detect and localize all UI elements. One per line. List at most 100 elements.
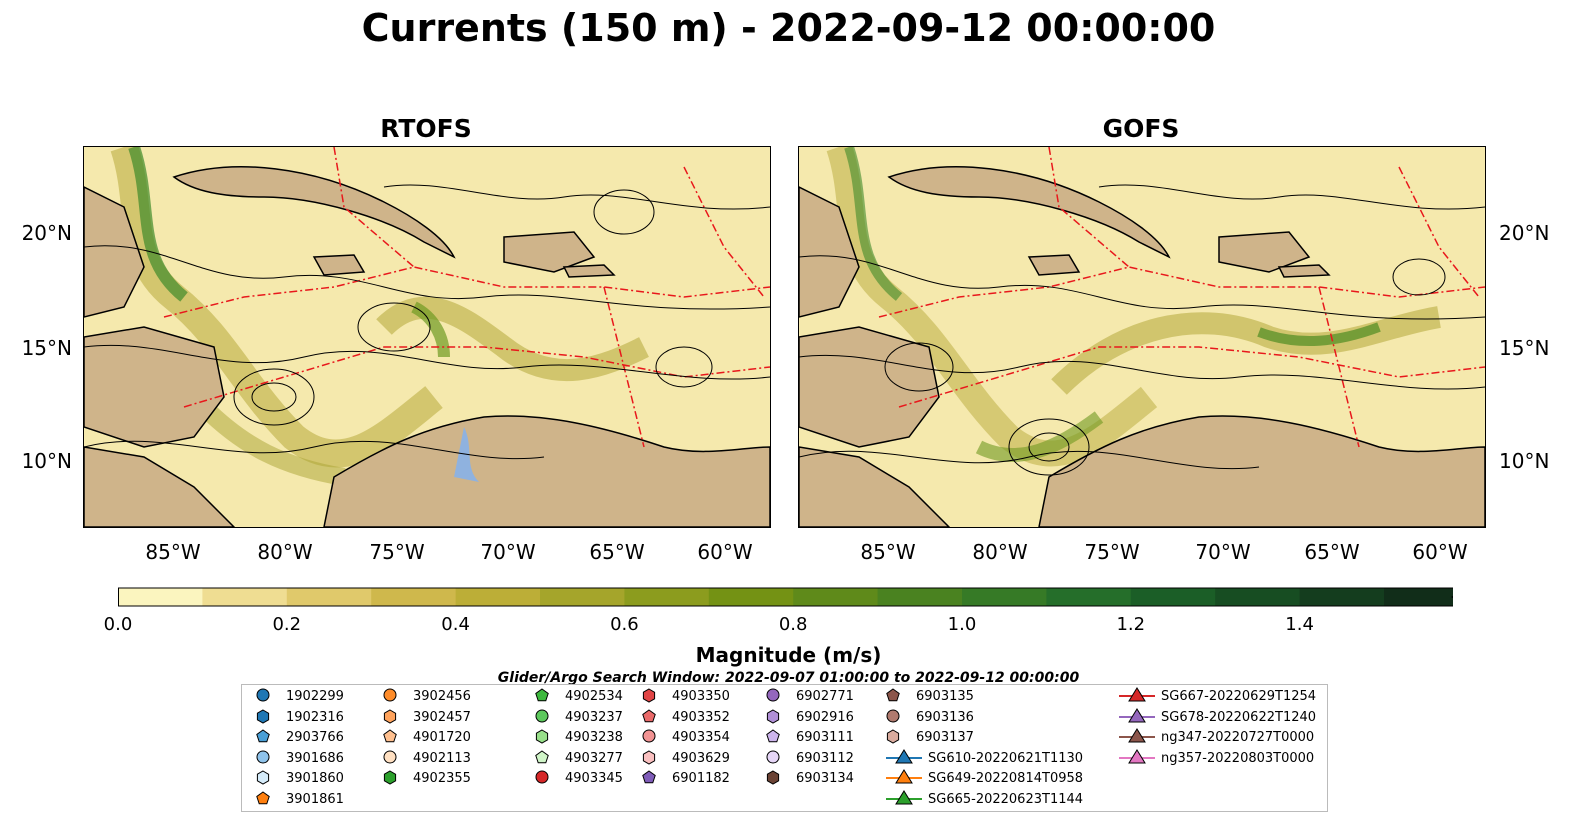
legend-label: 6902916: [796, 709, 854, 725]
map-gofs: [798, 146, 1486, 528]
pentagon-marker-icon: [642, 770, 656, 784]
legend-entry: SG610-20220621T1130: [886, 748, 1096, 766]
legend-label: 3902456: [413, 689, 471, 704]
legend-label: 6903134: [796, 771, 854, 787]
colorbar-tick-label: 0.0: [103, 614, 133, 635]
colorbar-cell: [1215, 588, 1301, 606]
legend-label: SG678-20220622T1240: [1161, 709, 1317, 725]
colorbar-tick-label: 1.2: [1116, 614, 1146, 635]
hexagon-marker-icon: [535, 729, 549, 744]
lon-tick-label: 80°W: [972, 540, 1028, 564]
triangle-marker-icon: [886, 748, 922, 764]
legend-label: 4901720: [413, 730, 471, 746]
legend-entry: SG665-20220623T1144: [886, 790, 1096, 807]
colorbar-cell: [286, 588, 372, 606]
colorbar-cell: [962, 588, 1047, 606]
circle-marker-icon: [256, 750, 270, 764]
hexagon-marker-icon: [642, 688, 656, 703]
hexagon-marker-icon: [766, 709, 780, 724]
legend-entry: 4902534: [535, 688, 745, 704]
pentagon-marker-icon: [642, 708, 656, 722]
pentagon-marker-icon: [256, 791, 270, 805]
colorbar-cell: [1046, 588, 1132, 606]
lon-tick-label: 70°W: [480, 540, 536, 564]
circle-marker-icon: [766, 750, 780, 764]
hexagon-marker-icon: [383, 770, 397, 785]
hexagon-marker-icon: [886, 729, 900, 744]
colorbar-cell: [371, 588, 457, 606]
legend-label: ng357-20220803T0000: [1161, 750, 1315, 766]
lon-tick-label: 80°W: [257, 540, 313, 564]
main-title: Currents (150 m) - 2022-09-12 00:00:00: [361, 6, 1216, 50]
legend-label: 6903111: [796, 730, 854, 746]
colorbar-tick-label: 1.4: [1285, 614, 1314, 635]
legend-label: 2903766: [286, 730, 344, 746]
circle-marker-icon: [766, 688, 780, 702]
colorbar-cell: [624, 588, 710, 606]
legend-entry: 6903112: [766, 750, 976, 766]
triangle-marker-icon: [1119, 728, 1155, 743]
legend-entry: 3901860: [256, 770, 466, 786]
colorbar: [118, 587, 1453, 607]
map-rtofs-canvas: [84, 147, 770, 527]
legend-label: 6903112: [796, 750, 854, 766]
legend-entry: 6903137: [886, 729, 1096, 745]
legend-label: 1902299: [286, 689, 344, 704]
legend-entry: 4903350: [642, 688, 852, 704]
legend-label: 4903629: [672, 750, 730, 766]
circle-marker-icon: [535, 709, 549, 723]
legend-entry: 1902316: [256, 709, 466, 725]
legend-entry: 2903766: [256, 729, 466, 745]
legend-label: SG610-20220621T1130: [928, 750, 1084, 766]
legend-label: 4902113: [413, 750, 471, 766]
pentagon-marker-icon: [535, 750, 549, 764]
legend-label: SG649-20220814T0958: [928, 771, 1084, 787]
legend-entry: 3902457: [383, 709, 593, 725]
circle-marker-icon: [256, 688, 270, 702]
pentagon-marker-icon: [766, 729, 780, 743]
colorbar-cell: [1130, 588, 1216, 606]
legend-label: 4903237: [565, 709, 623, 725]
triangle-marker-icon: [886, 790, 922, 805]
colorbar-cell: [202, 588, 288, 606]
legend-entry: 6901182: [642, 770, 852, 786]
colorbar-cell: [708, 588, 794, 606]
lon-tick-label: 85°W: [145, 540, 201, 564]
legend-label: SG665-20220623T1144: [928, 792, 1084, 807]
circle-marker-icon: [383, 688, 397, 702]
colorbar-tick-label: 0.2: [272, 614, 302, 635]
lon-tick-label: 70°W: [1195, 540, 1251, 564]
hexagon-marker-icon: [766, 770, 780, 785]
legend-label: 4903354: [672, 730, 730, 746]
legend-entry: 3901686: [256, 750, 466, 766]
panel-title-rtofs: RTOFS: [380, 114, 472, 143]
hexagon-marker-icon: [256, 770, 270, 785]
lat-tick-label: 10°N: [21, 449, 72, 473]
lon-tick-label: 60°W: [1412, 540, 1468, 564]
pentagon-marker-icon: [383, 729, 397, 743]
legend-entry: SG649-20220814T0958: [886, 769, 1096, 787]
colorbar-cell: [793, 588, 879, 606]
legend-entry: ng357-20220803T0000: [1119, 748, 1329, 766]
legend-entry: 4902355: [383, 770, 593, 786]
colorbar-tick-label: 0.8: [778, 614, 808, 635]
legend-entry: 4901720: [383, 729, 593, 745]
circle-marker-icon: [886, 709, 900, 723]
legend-entry: 6903135: [886, 688, 1096, 704]
colorbar-cell: [540, 588, 625, 606]
hexagon-marker-icon: [642, 750, 656, 765]
lat-tick-label: 20°N: [21, 221, 72, 245]
legend-entry: 6903111: [766, 729, 976, 745]
colorbar-tick-label: 0.4: [441, 614, 470, 635]
legend-entry: 4903352: [642, 708, 852, 725]
legend-entry: 1902299: [256, 688, 466, 704]
lon-tick-label: 65°W: [589, 540, 645, 564]
legend-entry: 4903354: [642, 729, 852, 745]
colorbar-cell: [877, 588, 963, 606]
lat-tick-label: 15°N: [1499, 336, 1550, 360]
legend-entry: 4902113: [383, 750, 593, 766]
legend-entry: 6903136: [886, 709, 1096, 725]
lat-tick-label: 20°N: [1499, 221, 1550, 245]
lon-tick-label: 75°W: [1084, 540, 1140, 564]
legend-label: 3901686: [286, 750, 344, 766]
